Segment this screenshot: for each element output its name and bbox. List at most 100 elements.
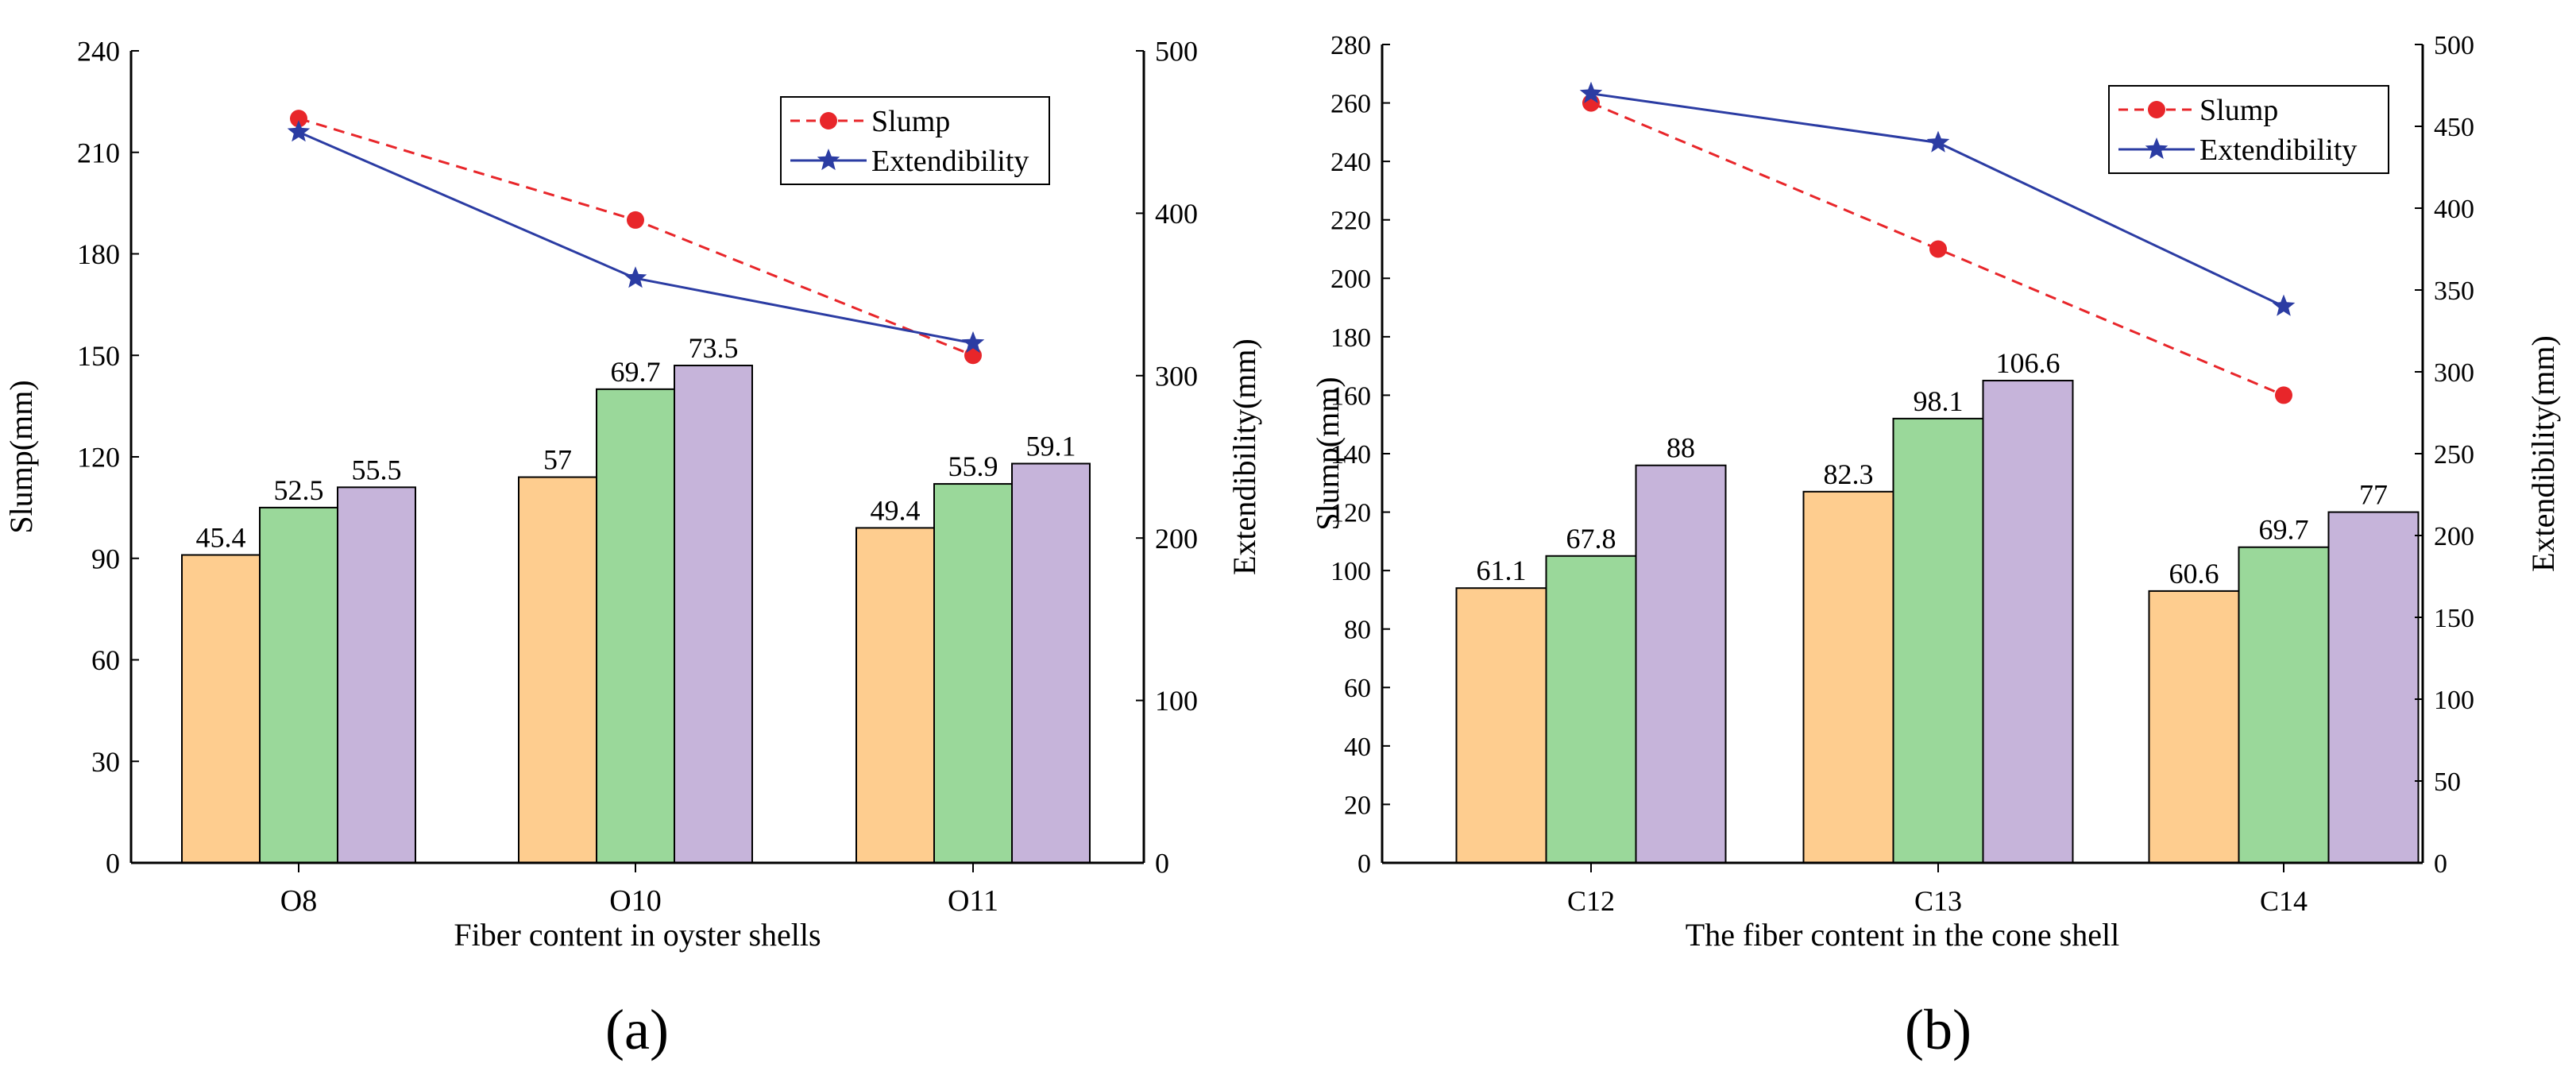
legend-label-slump: Slump	[2199, 94, 2278, 127]
panel-label: (b)	[1905, 998, 1972, 1061]
bar-value-label: 82.3	[1824, 458, 1874, 490]
bar-O10-1	[518, 476, 597, 864]
bar-O10-2	[596, 388, 675, 864]
right-y-tick-label: 150	[2434, 604, 2474, 633]
x-axis-title: The fiber content in the cone shell	[1686, 917, 2119, 953]
bar-value-label: 59.1	[1026, 431, 1076, 462]
legend-marker-extendibility	[817, 149, 840, 171]
left-y-tick-label: 120	[1330, 498, 1371, 528]
left-y-tick-label: 200	[1330, 265, 1371, 294]
right-y-tick-label: 50	[2434, 767, 2461, 797]
bar-value-label: 73.5	[689, 332, 739, 364]
right-y-axis-title: Extendibility(mm)	[1226, 338, 1262, 575]
left-y-tick-label: 140	[1330, 440, 1371, 470]
right-y-tick-label: 100	[2434, 686, 2474, 715]
bar-value-label: 69.7	[611, 356, 661, 388]
bar-O8-1	[181, 554, 261, 864]
right-y-tick-label: 450	[2434, 113, 2474, 142]
bar-C13-3	[1982, 380, 2074, 864]
right-y-tick-label: 350	[2434, 276, 2474, 306]
x-axis-title: Fiber content in oyster shells	[454, 917, 821, 953]
bar-O11-3	[1011, 462, 1091, 864]
left-y-tick-label: 60	[1344, 674, 1371, 703]
legend-box	[780, 96, 1050, 185]
bar-C14-3	[2327, 511, 2420, 864]
x-tick-label: O11	[948, 884, 998, 918]
panel-label: (a)	[605, 998, 669, 1061]
point-slump	[964, 346, 982, 365]
bar-O8-2	[259, 506, 338, 864]
left-y-tick-label: 280	[1330, 31, 1371, 60]
point-extendibility	[2272, 294, 2296, 316]
legend-box	[2108, 85, 2389, 174]
left-y-tick-label: 100	[1330, 557, 1371, 586]
right-y-tick-label: 250	[2434, 440, 2474, 470]
point-extendibility	[1579, 81, 1603, 103]
left-y-tick-label: 80	[1344, 616, 1371, 645]
legend-marker-slump	[2148, 101, 2165, 118]
bar-value-label: 52.5	[274, 474, 324, 506]
left-y-tick-label: 30	[91, 746, 120, 778]
left-y-tick-label: 120	[77, 442, 120, 474]
legend: Slump Extendibility	[780, 96, 1050, 185]
legend-label-extendibility: Extendibility	[871, 145, 1029, 178]
bar-C12-3	[1635, 464, 1727, 864]
x-tick-label: C12	[1567, 885, 1615, 917]
left-y-tick-label: 180	[77, 238, 120, 270]
bar-value-label: 106.6	[1996, 347, 2060, 379]
x-tick-label: O10	[609, 884, 661, 918]
point-slump	[290, 110, 307, 128]
bar-C12-2	[1545, 555, 1637, 864]
left-y-tick-label: 220	[1330, 207, 1371, 236]
right-y-tick-label: 300	[1155, 360, 1198, 392]
bar-value-label: 49.4	[871, 494, 921, 526]
x-tick-label: O8	[280, 884, 317, 918]
line-slump	[1590, 102, 2284, 396]
right-y-tick-label: 500	[2434, 31, 2474, 60]
bar-O11-2	[933, 483, 1013, 864]
chart-panel-1: 45.4 52.5 55.5 57 69.7 73.5 49.4 55.9 59.1 0 30 60 9…	[3, 36, 1262, 1061]
bar-value-label: 98.1	[1914, 385, 1964, 417]
bar-value-label: 77	[2359, 479, 2388, 511]
x-tick-label: C14	[2260, 885, 2308, 917]
legend-marker-extendibility	[2145, 137, 2169, 160]
right-y-tick-label: 0	[2434, 849, 2447, 879]
bar-value-label: 88	[1666, 432, 1695, 464]
left-y-tick-label: 210	[77, 137, 120, 168]
bar-value-label: 69.7	[2259, 514, 2309, 546]
legend-label-slump: Slump	[871, 105, 950, 138]
right-y-tick-label: 0	[1155, 848, 1169, 880]
right-y-tick-label: 100	[1155, 685, 1198, 717]
bar-value-label: 57	[543, 444, 572, 476]
bar-value-label: 45.4	[196, 521, 246, 553]
point-slump	[1929, 240, 1947, 258]
bar-value-label: 55.5	[352, 454, 402, 485]
bar-value-label: 61.1	[1477, 555, 1527, 586]
left-y-tick-label: 40	[1344, 733, 1371, 762]
point-extendibility	[624, 266, 647, 288]
bar-O10-3	[674, 365, 753, 864]
left-y-tick-label: 0	[1358, 849, 1371, 879]
bar-C13-2	[1892, 417, 1984, 864]
bar-O8-3	[337, 486, 416, 864]
left-y-tick-label: 90	[91, 543, 120, 574]
left-y-tick-label: 180	[1330, 323, 1371, 353]
right-y-tick-label: 300	[2434, 358, 2474, 388]
point-extendibility	[287, 120, 311, 142]
right-y-tick-label: 200	[1155, 523, 1198, 555]
right-y-tick-label: 200	[2434, 522, 2474, 551]
bar-C14-1	[2148, 590, 2240, 864]
bar-value-label: 67.8	[1566, 523, 1616, 555]
point-extendibility	[961, 331, 985, 354]
bar-value-label: 55.9	[948, 450, 998, 482]
right-y-tick-label: 400	[2434, 195, 2474, 224]
left-y-tick-label: 240	[77, 36, 120, 68]
chart-panel-2: 61.1 67.8 88 82.3 98.1 106.6 60.6 69.7 77 0 20 40 60…	[1310, 31, 2561, 1061]
left-y-tick-label: 260	[1330, 89, 1371, 118]
left-y-axis-title: Slump(mm)	[1310, 377, 1346, 530]
bar-C14-2	[2238, 546, 2330, 864]
left-y-tick-label: 150	[77, 340, 120, 372]
right-y-tick-label: 400	[1155, 198, 1198, 230]
bar-C12-1	[1455, 587, 1547, 864]
